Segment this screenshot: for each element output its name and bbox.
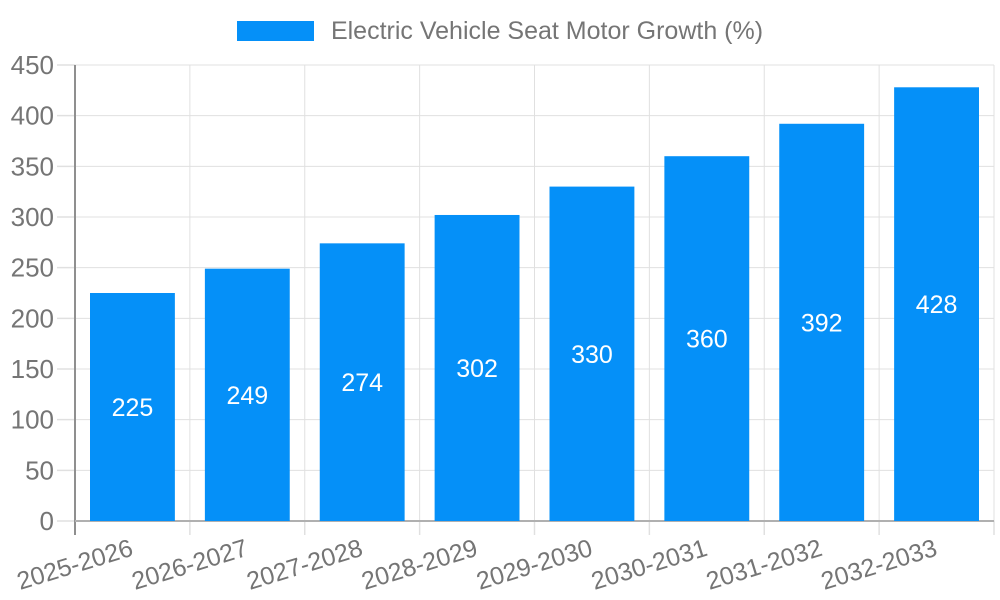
bar <box>434 214 520 521</box>
bar-value-label: 392 <box>801 309 843 337</box>
x-tick-label: 2027-2028 <box>243 534 366 596</box>
bar-value-label: 274 <box>341 369 383 397</box>
y-tick-label: 400 <box>11 101 54 131</box>
legend-swatch <box>236 21 314 41</box>
y-tick-label: 0 <box>40 506 54 536</box>
y-tick-label: 200 <box>11 303 54 333</box>
bar <box>779 123 865 522</box>
bar <box>894 87 979 521</box>
y-tick-label: 350 <box>11 151 54 181</box>
bar-value-label: 249 <box>226 382 268 410</box>
y-tick-label: 250 <box>11 253 54 283</box>
bar-value-label: 225 <box>112 394 154 422</box>
bar <box>664 156 750 521</box>
chart-legend: Electric Vehicle Seat Motor Growth (%) <box>0 14 1000 48</box>
y-tick-label: 50 <box>25 455 54 485</box>
x-tick-label: 2032-2033 <box>818 534 941 596</box>
x-tick-label: 2031-2032 <box>703 534 826 596</box>
x-tick-label: 2026-2027 <box>129 534 252 596</box>
bar-value-label: 330 <box>571 341 613 369</box>
x-tick-label: 2028-2029 <box>358 534 481 596</box>
bar-value-label: 428 <box>916 291 958 319</box>
bar <box>549 186 635 521</box>
x-tick-label: 2030-2031 <box>588 534 711 596</box>
bar <box>204 268 290 521</box>
x-tick-label: 2025-2026 <box>14 534 137 596</box>
bar <box>90 293 175 521</box>
bar-value-label: 302 <box>456 355 498 383</box>
y-tick-label: 450 <box>11 50 54 80</box>
y-tick-label: 150 <box>11 354 54 384</box>
legend-label: Electric Vehicle Seat Motor Growth (%) <box>330 16 764 45</box>
bar-value-label: 360 <box>686 326 728 354</box>
y-tick-label: 100 <box>11 405 54 435</box>
bar <box>319 243 405 521</box>
y-tick-label: 300 <box>11 202 54 232</box>
x-tick-label: 2029-2030 <box>473 534 596 596</box>
